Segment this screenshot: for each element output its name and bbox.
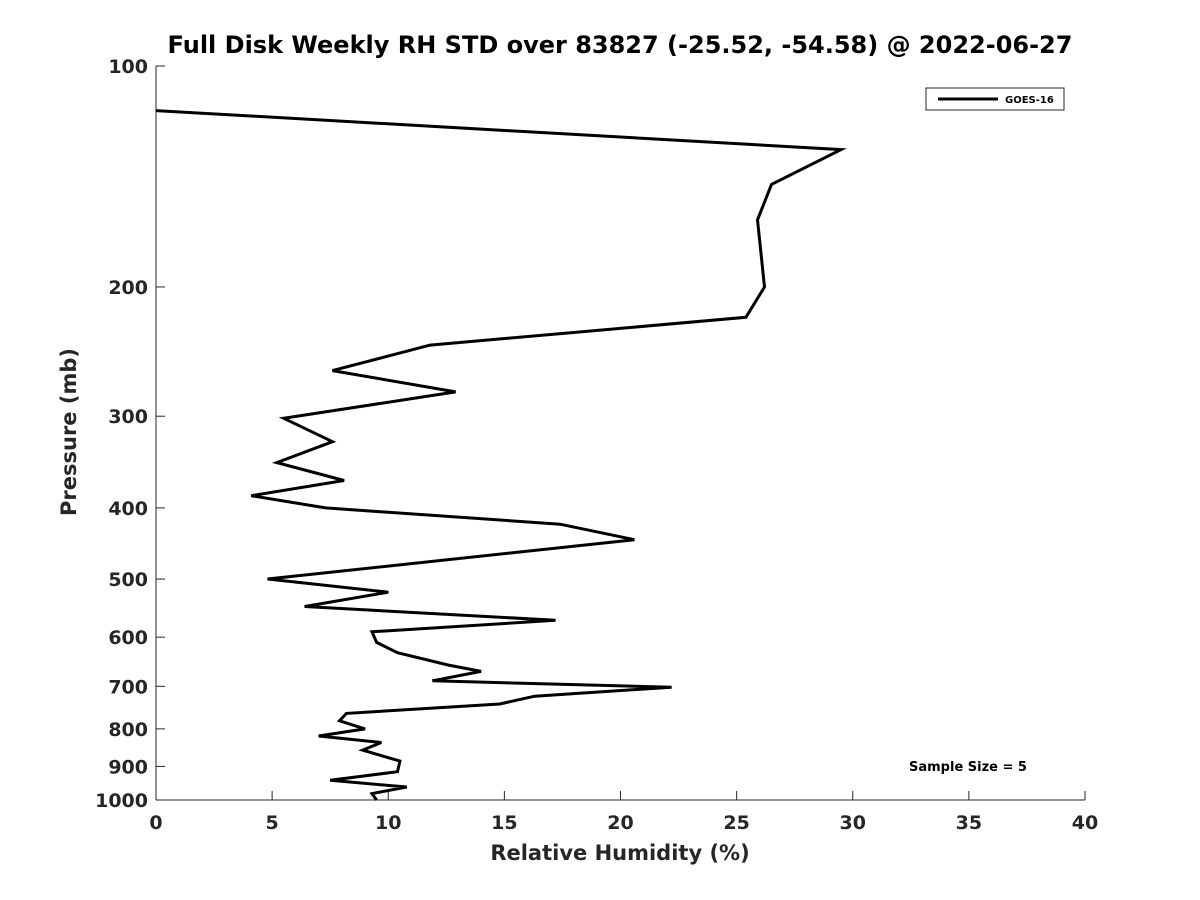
x-tick-label: 5 (266, 812, 279, 834)
x-tick-label: 15 (491, 812, 517, 834)
y-tick-label: 900 (108, 756, 148, 778)
x-tick-label: 10 (375, 812, 401, 834)
legend-label: GOES-16 (1005, 95, 1054, 106)
sample-size-annotation: Sample Size = 5 (909, 760, 1027, 775)
y-tick-label: 300 (108, 406, 148, 428)
y-axis-label: Pressure (mb) (57, 348, 81, 516)
y-tick-label: 100 (108, 56, 148, 78)
y-tick-label: 400 (108, 498, 148, 520)
chart-title: Full Disk Weekly RH STD over 83827 (-25.… (168, 31, 1073, 59)
y-tick-label: 500 (108, 569, 148, 591)
x-tick-label: 35 (956, 812, 982, 834)
series-layer (155, 109, 847, 801)
y-tick-label: 700 (108, 676, 148, 698)
y-tick-label: 1000 (95, 790, 148, 812)
y-tick-label: 800 (108, 719, 148, 741)
x-tick-label: 30 (840, 812, 866, 834)
legend: GOES-16 (925, 87, 1065, 111)
x-axis-label: Relative Humidity (%) (490, 841, 749, 865)
x-tick-label: 25 (723, 812, 749, 834)
x-tick-label: 40 (1072, 812, 1098, 834)
y-tick-label: 200 (108, 277, 148, 299)
y-tick-label: 600 (108, 627, 148, 649)
x-tick-label: 20 (607, 812, 633, 834)
series-line-goes-16 (155, 109, 847, 801)
x-tick-label: 0 (149, 812, 162, 834)
ticks: 0 5 10 15 20 25 30 35 40 100 200 300 400 500 600 700 800… (95, 56, 1098, 834)
